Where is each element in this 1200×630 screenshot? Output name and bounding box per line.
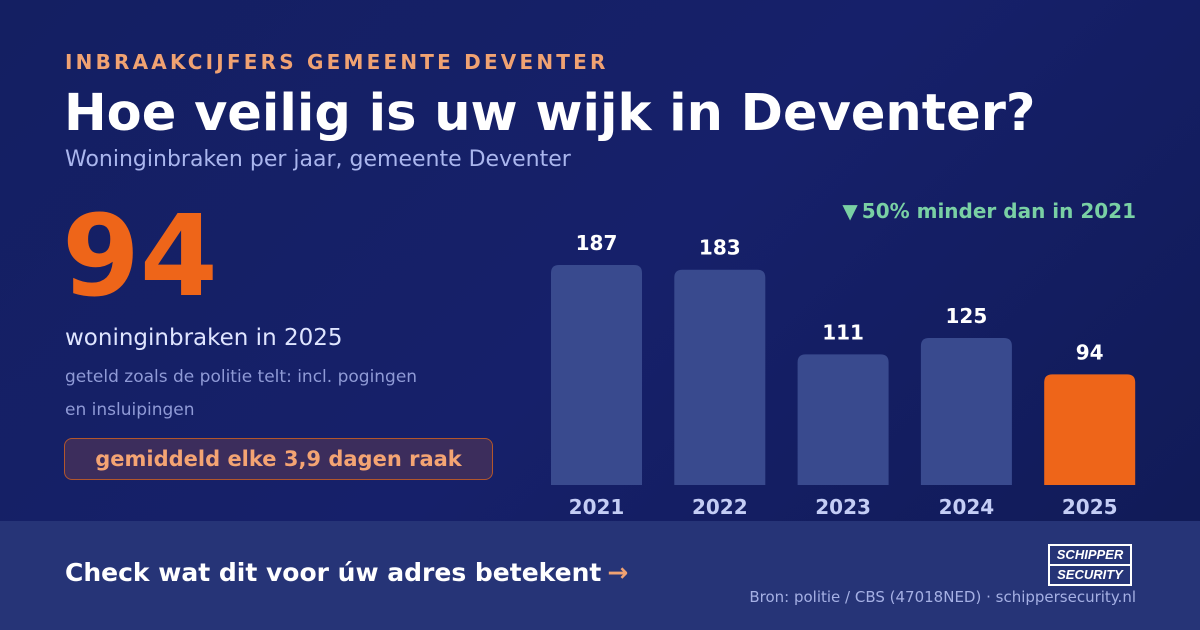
page-title: Hoe veilig is uw wijk in Deventer? <box>64 84 1036 143</box>
x-tick-2021: 2021 <box>569 495 625 519</box>
bar-2021 <box>551 265 642 485</box>
logo-line-bottom: SECURITY <box>1057 567 1123 582</box>
data-label-2023: 111 <box>822 320 864 344</box>
schipper-security-logo: SCHIPPER SECURITY <box>1048 544 1132 586</box>
subtitle: Woninginbraken per jaar, gemeente Devent… <box>65 147 571 172</box>
down-triangle-icon: ▼ <box>842 199 858 223</box>
change-indicator: ▼ 50% minder dan in 2021 <box>842 199 1136 223</box>
bar-2025 <box>1044 374 1136 485</box>
data-label-2025: 94 <box>1076 340 1104 364</box>
highlight-number: 94 <box>62 192 218 322</box>
source-credit: Bron: politie / CBS (47018NED) · schippe… <box>749 588 1136 606</box>
change-text: 50% minder dan in 2021 <box>861 199 1136 223</box>
bar-2022 <box>674 269 766 485</box>
check-address-link[interactable]: Check wat dit voor úw adres betekent → <box>65 558 628 587</box>
count-method-note: geteld zoals de politie telt: incl. pogi… <box>65 367 418 420</box>
highlight-caption: woninginbraken in 2025 <box>65 325 343 351</box>
data-label-2022: 183 <box>699 236 741 260</box>
bar-2024 <box>920 337 1012 485</box>
cta-label: Check wat dit voor úw adres betekent <box>65 558 602 587</box>
frequency-badge: gemiddeld elke 3,9 dagen raak <box>64 438 493 480</box>
footer-bar: Check wat dit voor úw adres betekent → SC… <box>0 521 1200 630</box>
data-label-2021: 187 <box>576 231 618 255</box>
data-label-2024: 125 <box>946 304 988 328</box>
logo-line-top: SCHIPPER <box>1050 546 1130 566</box>
bar-2023 <box>797 354 889 485</box>
arrow-right-icon: → <box>607 558 629 587</box>
x-tick-2024: 2024 <box>939 495 995 519</box>
x-tick-2022: 2022 <box>692 495 748 519</box>
kicker: INBRAAKCIJFERS GEMEENTE DEVENTER <box>65 50 609 74</box>
x-tick-2023: 2023 <box>815 495 871 519</box>
x-tick-2025: 2025 <box>1062 495 1118 519</box>
